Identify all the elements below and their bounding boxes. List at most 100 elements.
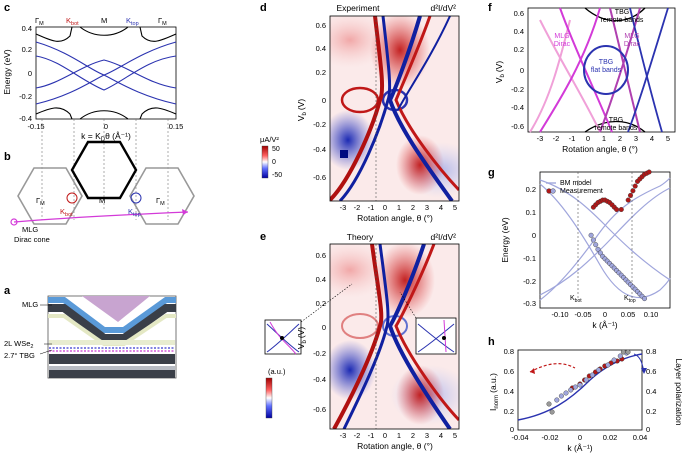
panel-c-black-bands <box>35 26 177 120</box>
tick: 3 <box>425 203 429 212</box>
label-wse2: 2L WSe2 <box>4 339 33 350</box>
tick: 0.2 <box>22 45 32 54</box>
panel-e-xlabel: Rotation angle, θ (°) <box>357 441 433 451</box>
panel-e-colorbar-unit: (a.u.) <box>268 367 286 376</box>
panel-h-ylabel: Inorm(a.u.) <box>488 373 500 411</box>
tick: -0.4 <box>313 375 326 384</box>
panel-c-ylabel: Energy (eV) <box>2 49 12 95</box>
tick: 5 <box>453 431 457 440</box>
panel-h-ylabel-right: Layer polarization <box>674 358 684 425</box>
substrate-dark <box>49 354 175 364</box>
panel-f-curves <box>529 7 669 133</box>
colorbar-tick: -50 <box>272 172 282 179</box>
arrow-down-icon <box>641 368 647 374</box>
panel-label-d: d <box>260 2 267 14</box>
tick: 4 <box>650 134 654 143</box>
tick: 0 <box>383 203 387 212</box>
mlg-arrow-icon <box>182 209 188 215</box>
colorbar-tick: 50 <box>272 146 280 153</box>
panel-e-unit: d²I/dV² <box>430 232 456 242</box>
tick: -0.2 <box>511 85 524 94</box>
label-tbg-remote-top: TBG <box>615 9 629 16</box>
label-kbot: Kbot <box>66 16 79 27</box>
label-mlg-a: MLG <box>22 300 38 309</box>
hexagon-left <box>17 167 83 225</box>
tick: -0.2 <box>313 349 326 358</box>
tick: 4 <box>439 431 443 440</box>
panel-f-xlabel: Rotation angle, θ (°) <box>562 144 638 154</box>
data-point <box>618 206 624 212</box>
panel-label-e: e <box>260 231 266 243</box>
data-point <box>630 188 636 194</box>
tick: 0 <box>532 231 536 240</box>
tick: 0.6 <box>316 21 326 30</box>
panel-h-yticks: 0.8 0.6 0.4 0.2 0 <box>504 347 514 434</box>
data-point <box>628 192 634 198</box>
label-gamma-b-left: ΓM <box>36 196 45 207</box>
panel-f-xticks: -3 -2 -1 0 1 2 3 4 5 <box>537 134 670 143</box>
label-m: M <box>101 16 107 25</box>
data-point <box>595 246 601 252</box>
tick: 0.4 <box>646 387 656 396</box>
data-point <box>625 197 631 203</box>
data-point <box>568 387 574 393</box>
tick: 0.2 <box>316 299 326 308</box>
tick: -2 <box>354 431 361 440</box>
tick: 0.6 <box>646 367 656 376</box>
hexagon-right <box>129 167 195 225</box>
panel-e-frame <box>329 243 460 430</box>
tick: 0.8 <box>504 347 514 356</box>
tick: 0.2 <box>646 407 656 416</box>
ktop-marker <box>130 192 142 204</box>
tick: 0 <box>520 66 524 75</box>
tick: 0 <box>578 433 582 442</box>
tick: 0.4 <box>504 387 514 396</box>
label-m-b: M <box>99 196 105 205</box>
label-mlg-dirac-2: MLG <box>624 33 639 40</box>
mlg-path <box>13 211 189 223</box>
panel-h-xlabel: k (Å⁻¹) <box>567 443 592 453</box>
tick: 0.10 <box>644 310 659 319</box>
tick: -3 <box>340 203 347 212</box>
tick: -0.05 <box>574 310 591 319</box>
panel-e-colorbar <box>265 377 273 419</box>
label-gamma-right: ΓM <box>158 16 167 27</box>
kbot-marker <box>66 192 78 204</box>
label-tbg-remote-bot: remote bands <box>595 125 638 132</box>
tick: -0.10 <box>551 310 568 319</box>
label-mlg-line1: MLG <box>22 225 38 234</box>
panel-c-xlabel: k = KDθ (Å⁻¹) <box>81 131 131 143</box>
tick: 0.4 <box>316 275 326 284</box>
data-point <box>563 390 569 396</box>
data-point <box>593 242 599 248</box>
panel-label-h: h <box>488 336 495 348</box>
panel-d-xticks: -3 -2 -1 0 1 2 3 4 5 <box>340 203 457 212</box>
tick: 1 <box>397 431 401 440</box>
tick: 0.8 <box>646 347 656 356</box>
panel-d-ylabel: Vb(V) <box>296 99 308 122</box>
panel-label-f: f <box>488 2 492 14</box>
label-tbg-remote-top: remote bands <box>601 17 644 24</box>
label-mlg-dirac-2: Dirac <box>624 41 641 48</box>
tick: 4 <box>439 203 443 212</box>
panel-h-xticks: -0.04 -0.02 0 0.02 0.04 <box>511 433 647 442</box>
label-ktop: Ktop <box>126 16 139 27</box>
wse2-layer <box>49 340 175 345</box>
tick: -0.2 <box>313 120 326 129</box>
tick: 2 <box>411 203 415 212</box>
label-ktop-b: Ktop <box>128 207 141 218</box>
panel-g-ylabel: Energy (eV) <box>500 217 510 263</box>
data-point <box>590 237 596 243</box>
tick: 0 <box>322 96 326 105</box>
panel-d-colorbar <box>261 145 269 179</box>
tick: 0.02 <box>603 433 618 442</box>
panel-g-model-curves <box>539 177 671 301</box>
label-kbot-g: Kbot <box>570 295 582 304</box>
tick: -0.6 <box>313 405 326 414</box>
panel-d-xlabel: Rotation angle, θ (°) <box>357 213 433 223</box>
tick: -0.2 <box>523 277 536 286</box>
tick: -3 <box>537 134 544 143</box>
label-tbg-remote-bot: TBG <box>609 117 623 124</box>
tick: 0 <box>28 69 32 78</box>
